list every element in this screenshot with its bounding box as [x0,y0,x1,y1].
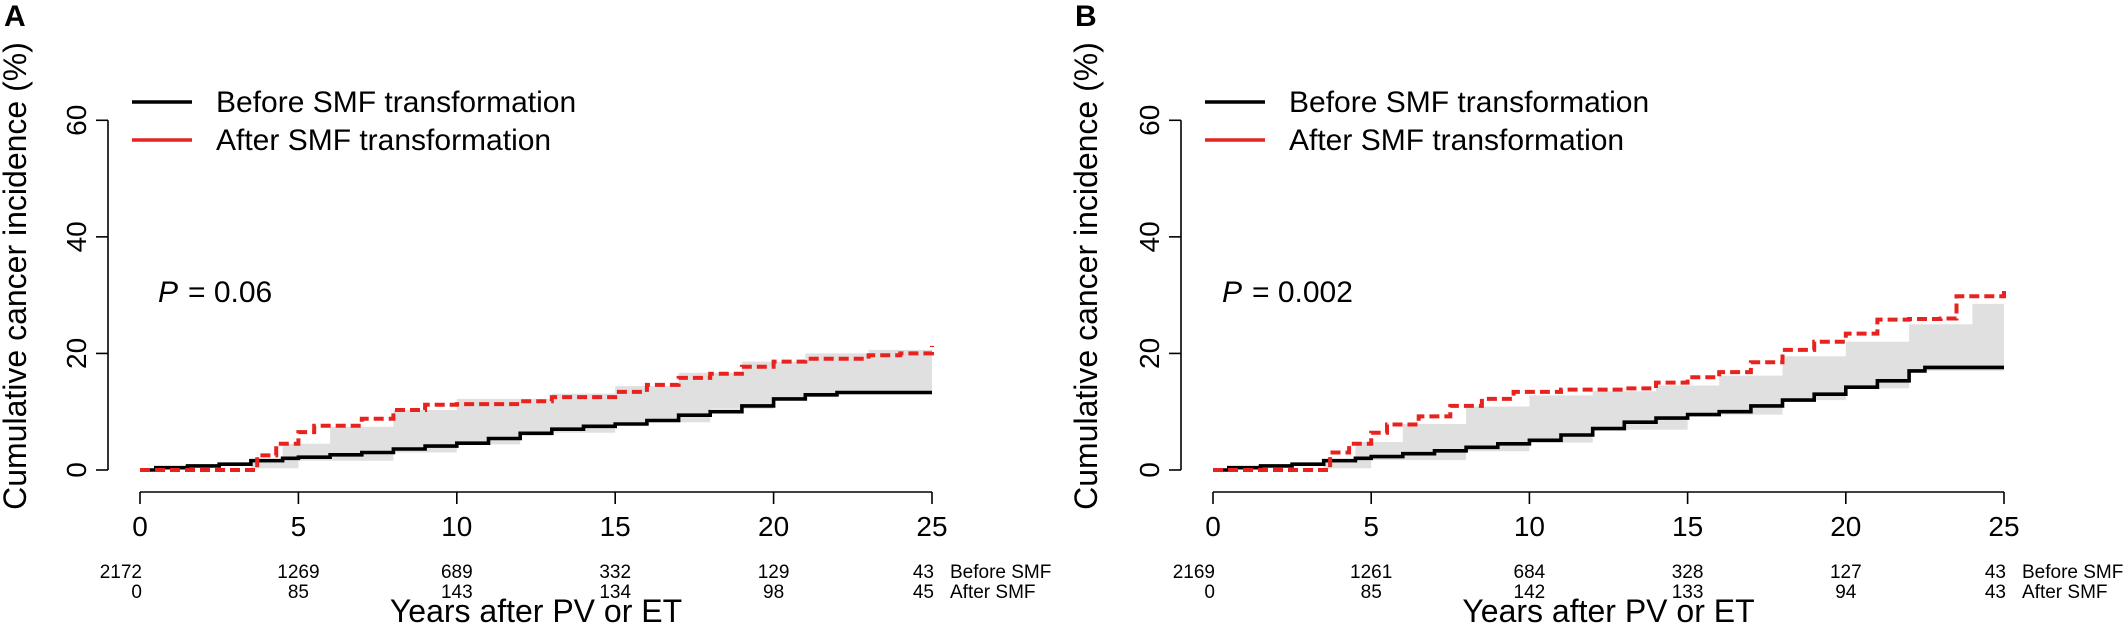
y-axis-title: Cumulative cancer incidence (%) [0,42,33,510]
risk-table-value: 0 [131,582,142,603]
x-tick-label: 20 [758,511,789,542]
risk-table-value: 0 [1204,582,1215,603]
risk-table-value: 85 [288,582,309,603]
risk-table-value: 328 [1672,562,1704,583]
legend-label: After SMF transformation [1289,124,1624,157]
risk-table-value: 1269 [277,562,319,583]
x-tick-label: 10 [1514,511,1545,542]
panel-label: B [1075,0,1097,33]
risk-table-row-label: After SMF [2022,582,2108,603]
panel-label: A [4,0,26,33]
p-value-symbol: P [1222,276,1242,309]
legend-label: After SMF transformation [216,124,551,157]
legend-label: Before SMF transformation [1289,86,1649,119]
risk-table-row-label: Before SMF [950,562,1051,583]
y-tick-label: 20 [61,338,92,369]
x-tick-label: 15 [1672,511,1703,542]
x-tick-label: 15 [600,511,631,542]
x-tick-label: 25 [1988,511,2019,542]
risk-table-value: 142 [1514,582,1546,603]
risk-table-value: 98 [763,582,784,603]
risk-table-value: 2169 [1173,562,1215,583]
x-tick-label: 5 [1363,511,1379,542]
risk-table-value: 127 [1830,562,1862,583]
y-tick-label: 60 [1134,105,1165,136]
y-tick-label: 40 [61,221,92,252]
risk-table-value: 1261 [1350,562,1392,583]
risk-table-value: 94 [1835,582,1857,603]
x-tick-label: 20 [1830,511,1861,542]
y-tick-label: 20 [1134,338,1165,369]
y-tick-label: 60 [61,105,92,136]
x-tick-label: 10 [441,511,472,542]
x-axis-title: Years after PV or ET [1462,593,1754,628]
confidence-band [140,341,932,470]
x-tick-label: 25 [916,511,947,542]
risk-table-row-label: Before SMF [2022,562,2123,583]
risk-table-value: 43 [1985,582,2006,603]
p-value: = 0.06 [188,276,272,309]
p-value: = 0.002 [1252,276,1353,309]
risk-table-value: 2172 [100,562,142,583]
risk-table-value: 689 [441,562,473,583]
y-tick-label: 40 [1134,221,1165,252]
after-smf-curve [140,345,934,472]
y-axis-title: Cumulative cancer incidence (%) [1068,42,1104,510]
risk-table-value: 684 [1514,562,1546,583]
confidence-band [1213,298,2004,470]
risk-table-row-label: After SMF [950,582,1036,603]
before-smf-curve [140,390,932,472]
risk-table-value: 45 [913,582,934,603]
risk-table-value: 332 [599,562,631,583]
risk-table-value: 143 [441,582,473,603]
x-tick-label: 0 [132,511,148,542]
risk-table-value: 134 [599,582,631,603]
x-tick-label: 5 [291,511,307,542]
x-tick-label: 0 [1205,511,1221,542]
p-value-symbol: P [158,276,178,309]
risk-table-value: 43 [1985,562,2006,583]
risk-table-value: 133 [1672,582,1704,603]
y-tick-label: 0 [1134,462,1165,478]
risk-table-value: 85 [1361,582,1382,603]
legend-label: Before SMF transformation [216,86,576,119]
x-axis-title: Years after PV or ET [390,593,682,628]
risk-table-value: 129 [758,562,790,583]
risk-table-value: 43 [913,562,934,583]
y-tick-label: 0 [61,462,92,478]
after-smf-curve [1213,286,2006,472]
